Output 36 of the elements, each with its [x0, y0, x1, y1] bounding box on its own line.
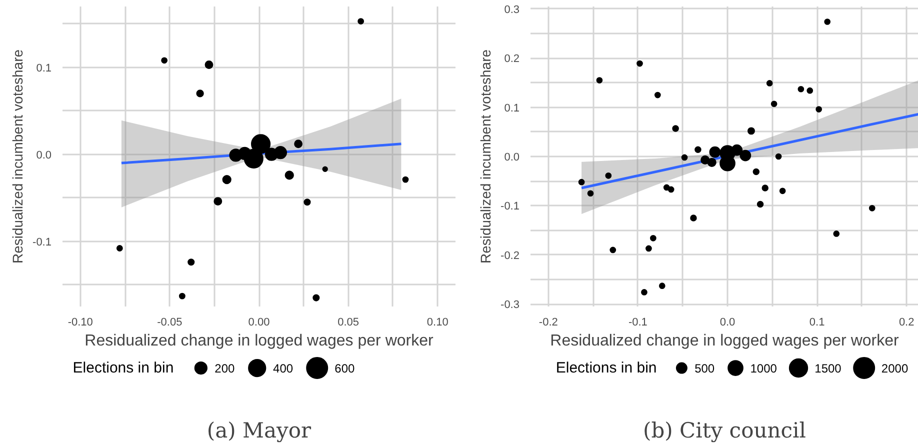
- legend-label: 1000: [750, 362, 778, 376]
- x-tick-label: 0.1: [809, 316, 825, 328]
- x-axis-title: Residualized change in logged wages per worker: [550, 332, 900, 350]
- y-tick-label: 0.1: [36, 62, 52, 74]
- x-tick-label: 0.2: [898, 316, 914, 328]
- x-tick-label: -0.2: [538, 316, 558, 328]
- y-tick-label: -0.1: [500, 200, 520, 213]
- line-series: [580, 112, 918, 190]
- y-tick-label: -0.3: [500, 299, 520, 312]
- legend-label: 200: [214, 362, 236, 376]
- text: (a) Mayor: [206, 418, 312, 442]
- x-tick-label: -0.1: [628, 316, 648, 328]
- y-tick-label: -0.2: [500, 250, 520, 262]
- y-tick-label: -0.1: [32, 236, 52, 248]
- legend-title: Elections in bin: [72, 360, 174, 377]
- legend-title: Elections in bin: [556, 360, 657, 377]
- legend-label: 2000: [881, 362, 908, 376]
- y-tick-label: 0.0: [504, 152, 520, 164]
- x-tick-label: -0.05: [157, 316, 182, 328]
- legend-label: 1500: [814, 362, 842, 376]
- legend-label: 400: [273, 362, 294, 376]
- x-tick-label: 0.00: [248, 316, 270, 328]
- x-tick-label: -0.10: [68, 316, 93, 328]
- x-tick-label: 0.05: [338, 316, 360, 328]
- y-tick-label: 0.0: [36, 149, 52, 162]
- legend-label: 600: [334, 362, 356, 376]
- y-tick-label: 0.1: [504, 102, 520, 114]
- x-tick-label: 0.10: [426, 316, 448, 328]
- y-axis-title: Residualized incumbent voteshare: [478, 49, 494, 264]
- legend-label: 500: [694, 362, 715, 376]
- x-axis-title: Residualized change in logged wages per worker: [84, 332, 434, 350]
- y-tick-label: 0.3: [504, 4, 520, 16]
- text: (b) City council: [643, 418, 806, 442]
- y-axis-title: Residualized incumbent voteshare: [10, 49, 26, 264]
- x-tick-label: 0.0: [720, 316, 736, 328]
- y-tick-label: 0.2: [504, 53, 520, 66]
